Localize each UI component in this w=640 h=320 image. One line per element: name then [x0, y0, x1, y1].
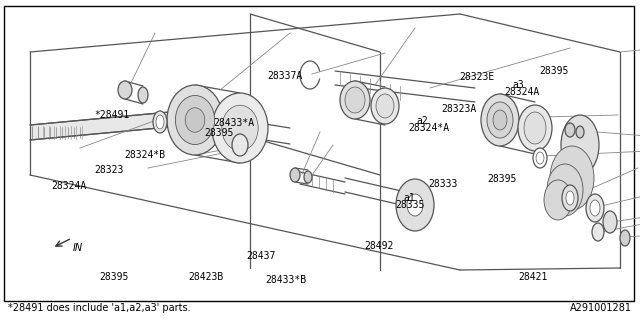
Ellipse shape [175, 95, 214, 145]
Text: 28423B: 28423B [189, 272, 224, 282]
Text: 28323E: 28323E [460, 72, 495, 83]
Ellipse shape [524, 112, 546, 144]
Ellipse shape [550, 146, 594, 210]
Ellipse shape [487, 102, 513, 138]
Ellipse shape [345, 87, 365, 113]
Text: 28323: 28323 [95, 164, 124, 175]
Text: 28395: 28395 [488, 174, 517, 184]
Text: *28491: *28491 [95, 110, 130, 120]
Ellipse shape [547, 164, 583, 216]
Text: 28492: 28492 [365, 241, 394, 252]
Ellipse shape [232, 134, 248, 156]
Ellipse shape [185, 108, 205, 132]
Ellipse shape [586, 194, 604, 222]
Ellipse shape [290, 168, 300, 182]
Ellipse shape [562, 185, 578, 211]
Ellipse shape [544, 180, 572, 220]
Ellipse shape [376, 94, 394, 118]
Text: 28324A: 28324A [51, 180, 86, 191]
Ellipse shape [536, 152, 544, 164]
Text: 28333: 28333 [429, 179, 458, 189]
Text: 28395: 28395 [205, 128, 234, 138]
Ellipse shape [603, 211, 617, 233]
Ellipse shape [371, 88, 399, 124]
Ellipse shape [561, 115, 599, 175]
Ellipse shape [340, 81, 370, 119]
Text: a3: a3 [512, 80, 524, 90]
Ellipse shape [592, 223, 604, 241]
Text: a1: a1 [403, 193, 415, 203]
Text: 28323A: 28323A [442, 104, 477, 114]
Ellipse shape [118, 81, 132, 99]
Ellipse shape [396, 179, 434, 231]
Text: A291001281: A291001281 [570, 303, 632, 313]
Text: 28433*B: 28433*B [266, 275, 307, 285]
Ellipse shape [222, 105, 258, 151]
Ellipse shape [533, 148, 547, 168]
Text: 28433*A: 28433*A [213, 118, 254, 128]
Text: 28324*A: 28324*A [408, 123, 449, 133]
Text: 28335: 28335 [396, 200, 425, 210]
Text: 28395: 28395 [540, 66, 569, 76]
Ellipse shape [167, 85, 223, 155]
Text: 28324A: 28324A [504, 87, 540, 97]
Ellipse shape [138, 87, 148, 103]
Text: *28491 does include 'a1,a2,a3' parts.: *28491 does include 'a1,a2,a3' parts. [8, 303, 191, 313]
Ellipse shape [153, 111, 167, 133]
Ellipse shape [590, 200, 600, 216]
Ellipse shape [212, 93, 268, 163]
Ellipse shape [156, 115, 164, 129]
Ellipse shape [576, 126, 584, 138]
Ellipse shape [620, 230, 630, 246]
Text: a2: a2 [416, 116, 428, 126]
Text: 28421: 28421 [518, 272, 548, 282]
Polygon shape [30, 105, 245, 140]
Text: 28324*B: 28324*B [125, 150, 166, 160]
Text: 28337A: 28337A [268, 71, 303, 81]
Ellipse shape [481, 94, 519, 146]
Text: IN: IN [73, 243, 83, 253]
Text: 28437: 28437 [246, 251, 276, 261]
Ellipse shape [518, 105, 552, 151]
Ellipse shape [493, 110, 507, 130]
Text: 28395: 28395 [99, 272, 129, 282]
Ellipse shape [304, 171, 312, 183]
Ellipse shape [565, 123, 575, 137]
Ellipse shape [566, 191, 574, 205]
Ellipse shape [407, 194, 423, 216]
